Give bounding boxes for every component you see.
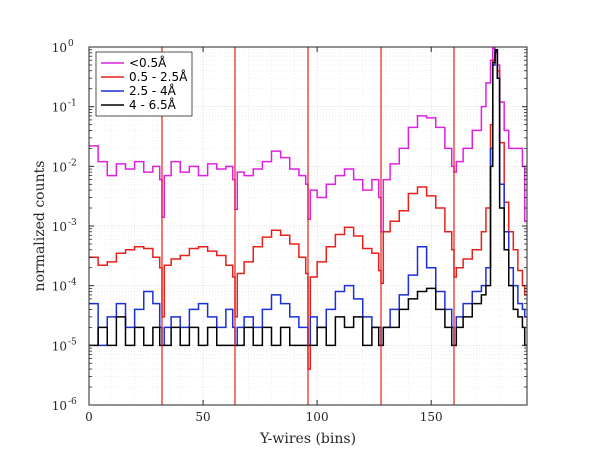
y-tick-label: 10 [52,339,67,353]
x-axis-title: Y-wires (bins) [259,431,356,447]
x-tick-label: 0 [85,410,93,424]
y-axis-title: normalized counts [32,161,48,292]
y-tick-exponent: -6 [68,397,77,407]
y-tick-label: 10 [52,280,67,294]
y-tick-exponent: -1 [68,99,77,109]
x-tick-label: 100 [306,410,329,424]
legend-label: 2.5 - 4Å [129,83,177,98]
y-tick-exponent: -2 [68,158,77,168]
legend-label: <0.5Å [129,55,167,70]
y-tick-exponent: -5 [68,337,77,347]
series-line-4 [89,48,527,347]
y-tick-label: 10 [52,160,67,174]
y-tick-label: 10 [52,41,67,55]
y-tick-label: 10 [52,220,67,234]
legend-label: 0.5 - 2.5Å [129,69,188,84]
series-line-1 [89,47,527,233]
legend: <0.5Å0.5 - 2.5Å2.5 - 4Å4 - 6.5Å [95,51,193,117]
x-tick-label: 150 [420,410,443,424]
y-tick-exponent: 0 [68,39,74,49]
y-tick-label: 10 [52,399,67,413]
y-tick-exponent: -4 [68,278,77,288]
legend-label: 4 - 6.5Å [129,97,177,112]
y-tick-label: 10 [52,101,67,115]
x-tick-label: 50 [195,410,210,424]
data-layer [89,47,527,370]
y-tick-exponent: -3 [68,218,77,228]
